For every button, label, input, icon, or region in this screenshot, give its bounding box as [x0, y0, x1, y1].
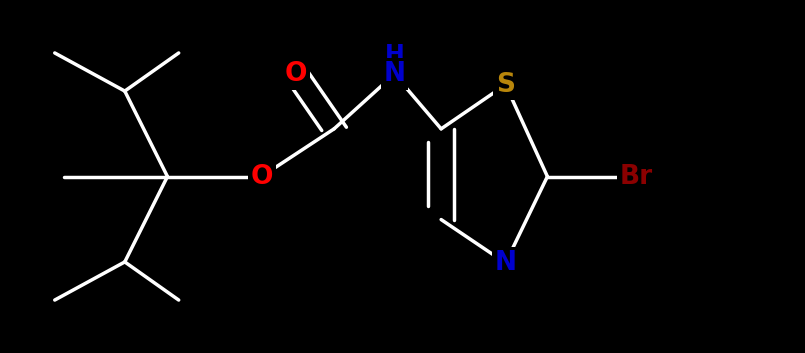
Text: S: S: [496, 72, 515, 98]
Text: O: O: [250, 163, 273, 190]
Text: N: N: [494, 250, 517, 276]
Text: N: N: [383, 61, 406, 87]
Text: H: H: [385, 43, 404, 67]
Text: O: O: [285, 61, 308, 87]
Text: Br: Br: [619, 163, 653, 190]
